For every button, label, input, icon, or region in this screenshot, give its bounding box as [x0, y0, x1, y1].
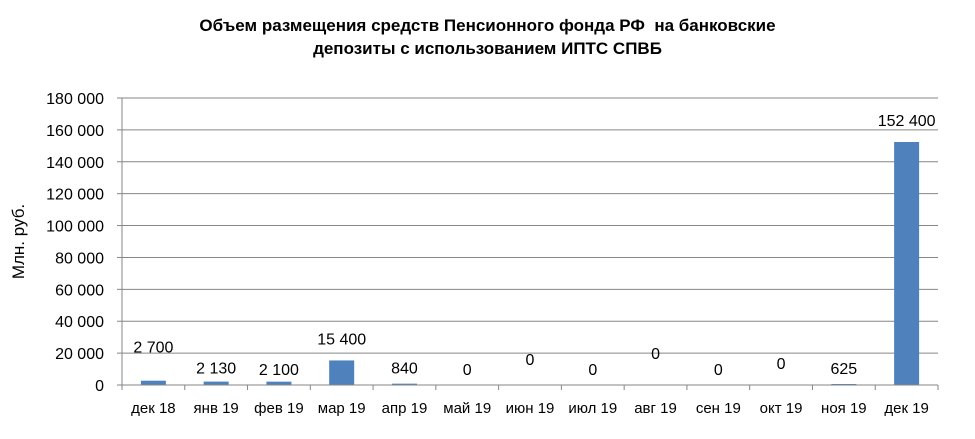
data-label-2: 2 100 — [259, 362, 299, 379]
y-tick-label: 140 000 — [46, 155, 104, 172]
chart-title: Объем размещения средств Пенсионного фон… — [0, 14, 975, 60]
data-label-9: 0 — [714, 362, 723, 379]
x-tick-label: окт 19 — [760, 400, 803, 417]
x-tick-label: июн 19 — [506, 400, 555, 417]
x-tick-label: дек 19 — [884, 400, 929, 417]
y-tick-label: 120 000 — [46, 187, 104, 204]
x-tick-label: сен 19 — [696, 400, 741, 417]
data-label-12: 152 400 — [878, 113, 936, 130]
data-label-3: 15 400 — [317, 331, 366, 348]
x-tick-label: янв 19 — [194, 400, 239, 417]
bar-12 — [894, 142, 920, 385]
y-tick-label: 80 000 — [55, 250, 104, 267]
bar-0 — [140, 380, 166, 385]
x-tick-label: июл 19 — [568, 400, 617, 417]
data-label-1: 2 130 — [196, 361, 236, 378]
data-label-11: 625 — [830, 361, 857, 378]
data-label-7: 0 — [588, 362, 597, 379]
y-axis-label: Млн. руб. — [9, 204, 28, 279]
y-tick-label: 0 — [95, 378, 104, 395]
data-label-8: 0 — [651, 346, 660, 363]
bar-3 — [329, 360, 355, 385]
y-tick-label: 20 000 — [55, 346, 104, 363]
data-label-0: 2 700 — [133, 340, 173, 357]
y-tick-label: 60 000 — [55, 282, 104, 299]
x-tick-label: ноя 19 — [821, 400, 867, 417]
y-tick-label: 160 000 — [46, 123, 104, 140]
bar-1 — [203, 381, 229, 385]
bar-4 — [391, 383, 417, 385]
gridlines — [122, 97, 938, 354]
chart-title-line-1: Объем размещения средств Пенсионного фон… — [199, 16, 776, 35]
x-tick-label: мар 19 — [318, 400, 366, 417]
x-tick-label: май 19 — [443, 400, 491, 417]
y-tick-label: 100 000 — [46, 219, 104, 236]
data-labels: 2 700 2 130 2 100 15 400 840 0 0 0 0 0 0 625 152 400 — [133, 113, 935, 379]
chart-title-line-2: депозиты с использованием ИПТС СПВБ — [313, 39, 662, 58]
data-label-5: 0 — [463, 362, 472, 379]
y-tick-label: 180 000 — [46, 91, 104, 108]
bar-2 — [266, 381, 292, 385]
data-label-4: 840 — [391, 361, 418, 378]
y-tick-label: 40 000 — [55, 314, 104, 331]
x-tick-label: апр 19 — [382, 400, 428, 417]
x-tick-label: фев 19 — [254, 400, 304, 417]
x-tick-label: авг 19 — [634, 400, 677, 417]
y-axis-ticks: 0 20 000 40 000 60 000 80 000 100 000 120 000 1… — [46, 91, 122, 395]
x-tick-label: дек 18 — [131, 400, 176, 417]
data-label-10: 0 — [777, 356, 786, 373]
bars — [140, 142, 920, 385]
x-axis-ticks: дек 18 янв 19 фев 19 мар 19 апр 19 май 19 июн … — [121, 385, 939, 417]
data-label-6: 0 — [526, 352, 535, 369]
